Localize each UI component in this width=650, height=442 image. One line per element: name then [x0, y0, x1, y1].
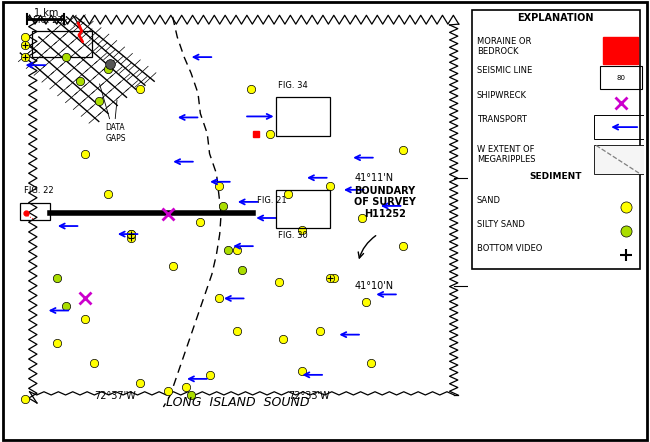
- Text: DATA
GAPS: DATA GAPS: [106, 123, 126, 143]
- Text: 72°33'W: 72°33'W: [288, 391, 330, 401]
- Text: MORAINE OR
BEDROCK: MORAINE OR BEDROCK: [476, 37, 531, 56]
- Text: SEISMIC LINE: SEISMIC LINE: [476, 66, 532, 76]
- Text: 41°10'N: 41°10'N: [355, 282, 394, 291]
- Bar: [603, 37, 638, 64]
- Text: SAND: SAND: [476, 196, 500, 205]
- Text: SEDIMENT: SEDIMENT: [530, 171, 582, 181]
- Text: 80: 80: [616, 75, 625, 81]
- Bar: [276, 190, 330, 228]
- Bar: [276, 97, 330, 136]
- Text: 72°37'W: 72°37'W: [94, 391, 136, 401]
- Text: 1 km: 1 km: [34, 8, 58, 18]
- Text: SHIPWRECK: SHIPWRECK: [476, 91, 526, 100]
- Bar: [32, 31, 92, 57]
- Bar: [594, 115, 644, 139]
- Text: FIG. 21: FIG. 21: [257, 196, 287, 205]
- Text: BOTTOM VIDEO: BOTTOM VIDEO: [476, 244, 542, 253]
- Text: FIG. 34: FIG. 34: [278, 81, 307, 90]
- Text: EXPLANATION: EXPLANATION: [517, 12, 594, 23]
- Text: BOUNDARY
OF SURVEY
H11252: BOUNDARY OF SURVEY H11252: [354, 186, 416, 219]
- Text: TRANSPORT: TRANSPORT: [476, 115, 526, 124]
- Text: FIG. 23: FIG. 23: [33, 16, 63, 25]
- Text: FIG. 30: FIG. 30: [278, 231, 307, 240]
- Text: 41°11'N: 41°11'N: [355, 173, 394, 183]
- Text: FIG. 22: FIG. 22: [24, 187, 54, 195]
- Bar: [20, 203, 50, 220]
- Text: W EXTENT OF
MEGARIPPLES: W EXTENT OF MEGARIPPLES: [476, 145, 536, 164]
- Text: LONG  ISLAND  SOUND: LONG ISLAND SOUND: [166, 396, 309, 409]
- Text: SILTY SAND: SILTY SAND: [476, 220, 525, 229]
- Bar: [599, 66, 642, 89]
- Bar: [594, 145, 644, 174]
